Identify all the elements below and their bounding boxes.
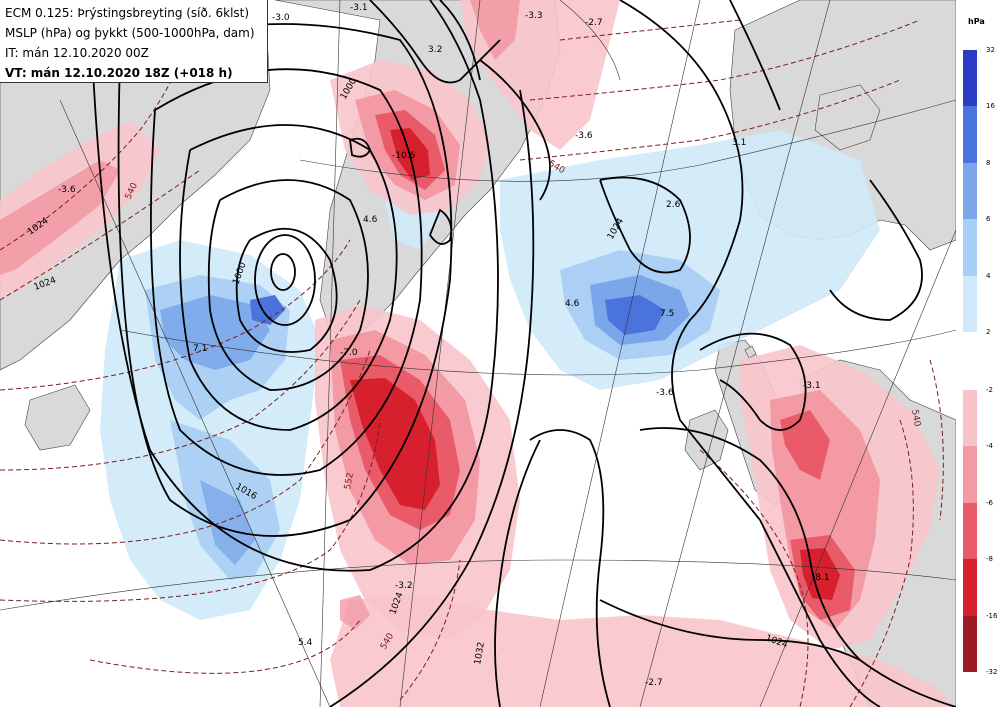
legend-tick-label: 16 [986, 102, 995, 111]
tendency-label: 7.1 [193, 344, 207, 354]
isobars [89, 0, 957, 707]
legend-tick-label: -6 [986, 498, 993, 507]
tendency-label: 4.6 [565, 299, 580, 309]
tendency-label: -8.1 [812, 573, 830, 583]
legend-tick-label: -4 [986, 442, 993, 451]
tendency-label: -3.1 [803, 381, 821, 391]
tendency-label: 3.1 [732, 138, 746, 148]
legend-swatch [963, 106, 977, 163]
tendency-label: 3.2 [428, 45, 442, 55]
faroe-land [744, 345, 757, 359]
legend-tick-label: -16 [986, 611, 998, 620]
falling-tendency-layer [0, 0, 956, 707]
newfoundland-land [24, 384, 91, 451]
legend-swatch [963, 446, 977, 503]
tendency-label: -3.6 [575, 131, 593, 141]
graticule [0, 0, 957, 707]
map-info-box: ECM 0.125: Þrýstingsbreyting (síð. 6klst… [0, 0, 268, 83]
ireland-land [684, 409, 729, 471]
color-legend: hPa 32 16 8 6 4 2 -2 -4 -6 -8 -16 -32 [956, 0, 1000, 707]
tendency-label: -2.7 [645, 678, 663, 688]
tendency-label: -3.3 [525, 11, 543, 21]
legend-swatch [963, 390, 977, 447]
tendency-label: -3.1 [350, 3, 368, 13]
tendency-labels: -3.0 -3.1 -3.3 -2.7 3.2 -3.6 -3.6 -10.6 … [58, 3, 830, 688]
legend-swatch [963, 219, 977, 276]
rising-color-bar: 32 16 8 6 4 2 [963, 46, 995, 336]
legend-tick-label: 4 [986, 271, 991, 280]
legend-tick-label: 6 [986, 215, 991, 224]
thickness-label: 552 [343, 472, 356, 491]
tendency-label: -7.0 [340, 348, 358, 358]
isobar-label: 1032 [473, 641, 487, 665]
legend-swatch [963, 162, 977, 220]
tendency-label: -3.6 [656, 388, 674, 398]
initial-time: IT: mán 12.10.2020 00Z [5, 46, 149, 60]
legend-tick-label: -2 [986, 386, 993, 394]
rising-tendency-layer [100, 130, 880, 620]
thickness-label: 540 [909, 409, 922, 428]
tendency-label: 2.6 [666, 200, 681, 210]
tendency-label: 5.4 [298, 638, 313, 648]
model-title: ECM 0.125: Þrýstingsbreyting (síð. 6klst… [5, 6, 250, 20]
tendency-label: -3.2 [395, 581, 413, 591]
legend-tick-label: -8 [986, 555, 993, 564]
tendency-label: 4.6 [363, 215, 378, 225]
legend-swatch [963, 50, 977, 107]
tendency-label: -2.7 [585, 18, 603, 28]
tendency-label: -3.0 [272, 13, 290, 23]
falling-color-bar: -2 -4 -6 -8 -16 -32 [963, 386, 997, 676]
tendency-label: -10.6 [392, 151, 416, 161]
tendency-label: -3.6 [58, 185, 76, 195]
legend-swatch [963, 559, 977, 616]
legend-tick-label: 8 [986, 158, 991, 167]
legend-unit: hPa [968, 17, 985, 26]
tendency-label: 7.5 [660, 309, 674, 319]
valid-time: VT: mán 12.10.2020 18Z (+018 h) [5, 66, 233, 80]
thickness-contours [0, 19, 944, 707]
legend-tick-label: 32 [986, 46, 995, 54]
legend-tick-label: 2 [986, 328, 991, 336]
legend-swatch [963, 275, 977, 332]
legend-swatch [963, 502, 977, 560]
fields-description: MSLP (hPa) og þykkt (500-1000hPa, dam) [5, 26, 255, 40]
legend-tick-label: -32 [986, 668, 998, 676]
legend-swatch [963, 615, 977, 672]
svalbard-land [814, 84, 881, 151]
